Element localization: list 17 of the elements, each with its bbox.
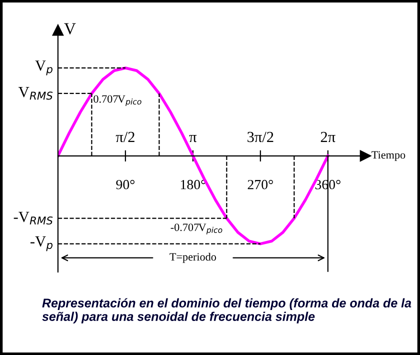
ref-line-label: -V$_{p}$ [30, 236, 52, 252]
y-axis-title: V [64, 23, 76, 34]
text: Representación en el dominio del tiempo (forma de onda de la señal) para una senoidal de frecuencia simple [42, 298, 412, 324]
annotation: π [189, 134, 197, 142]
ref-line-label: V$_{p}$ [35, 60, 52, 76]
x-axis-title: Tiempo [372, 151, 406, 161]
x-tick-label: 270° [248, 180, 273, 190]
annotation: -0.707V$_{pico}$ [170, 224, 222, 234]
x-tick-label: 180° [180, 180, 206, 190]
annotation: 0.707V$_{pico}$ [94, 95, 142, 106]
ref-line-label: V$_{RMS}$ [18, 87, 53, 100]
annotation: 3π/2 [248, 132, 274, 142]
annotation: 2π [320, 132, 336, 142]
x-tick-label: 90° [116, 180, 134, 190]
annotation: π/2 [116, 132, 134, 142]
text: T=periodo [170, 252, 216, 263]
ref-line-label: -V$_{RMS}$ [14, 212, 53, 225]
